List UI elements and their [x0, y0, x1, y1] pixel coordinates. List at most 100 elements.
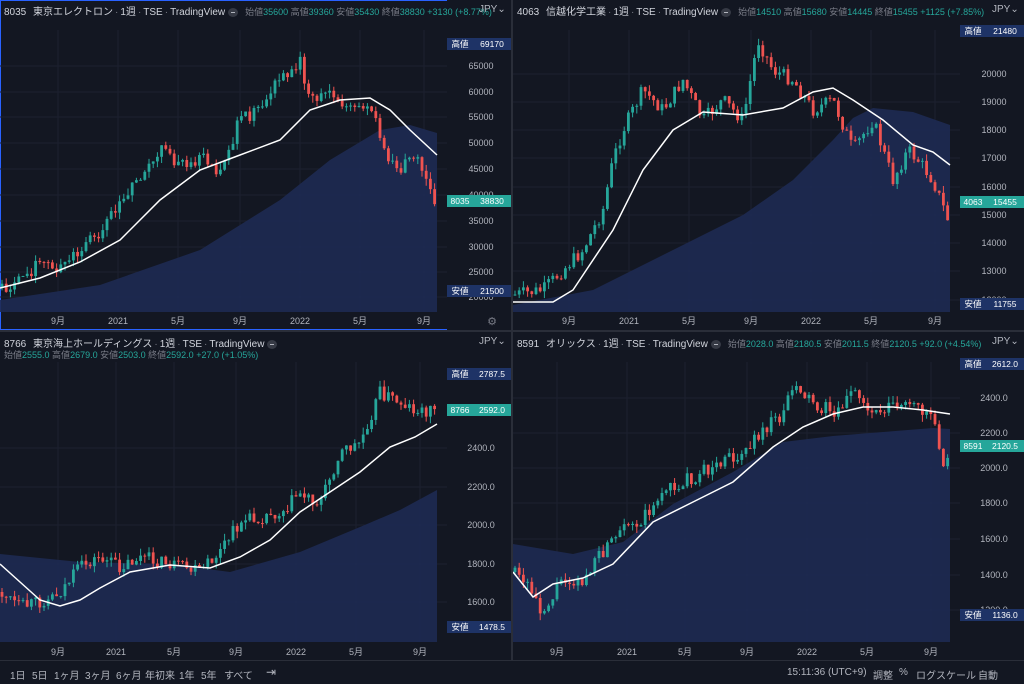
chart-canvas[interactable]: 2400.02200.02000.01800.01600.01400.01200… — [513, 332, 1024, 660]
last-price-tag-value: 15455 — [993, 197, 1017, 207]
time-tick-label: 5月 — [349, 647, 363, 657]
symbol-header[interactable]: 8766 東京海上ホールディングス · 1週 · TSE · TradingView — [4, 335, 280, 350]
symbol-name: 東京海上ホールディングス — [33, 339, 153, 350]
price-axis[interactable]: 20000 19000 18000 17000 16000 15000 14000 13000… — [960, 0, 1024, 330]
currency-dropdown[interactable]: JPY⌄ — [479, 336, 506, 347]
candle-body — [403, 404, 407, 408]
chart-pane-4063[interactable]: 20000 19000 18000 17000 16000 15000 14000 13000… — [513, 0, 1024, 330]
time-axis[interactable]: 9月 2021 5月 9月 2022 5月 9月 — [51, 647, 427, 657]
range-1d[interactable]: 1日 — [10, 671, 26, 682]
time-tick-label: 2022 — [801, 316, 821, 326]
log-scale-button[interactable]: ログスケール — [916, 671, 976, 682]
candle-body — [648, 509, 651, 515]
candle-body — [757, 45, 760, 59]
chart-pane-8035[interactable]: 6500060000550005000045000400003500030000… — [0, 0, 511, 330]
gear-icon[interactable]: ⚙ — [487, 316, 497, 328]
auto-scale-button[interactable]: 自動 — [978, 671, 998, 682]
price-tick-label: 2400.0 — [467, 443, 495, 453]
candle-body — [740, 453, 744, 460]
ohlc-open-value: 35600 — [263, 7, 291, 17]
collapse-icon[interactable] — [267, 339, 278, 349]
candle-body — [895, 402, 899, 408]
time-axis[interactable]: 9月 2021 5月 9月 2022 5月 9月 — [562, 316, 942, 326]
candle-body — [870, 127, 874, 134]
candle-body — [261, 106, 264, 108]
candle-body — [828, 402, 832, 412]
candle-body — [214, 557, 218, 563]
collapse-icon[interactable] — [721, 7, 732, 17]
range-ytd[interactable]: 年初来 — [145, 671, 175, 682]
range-5y[interactable]: 5年 — [201, 671, 217, 682]
range-all[interactable]: すべて — [224, 671, 253, 682]
price-axis[interactable]: 2400.0 2200.0 2000.0 1800.0 1600.0 高値 2787.5 87… — [447, 332, 511, 660]
collapse-icon[interactable] — [228, 7, 239, 17]
chart-canvas[interactable]: 6500060000550005000045000400003500030000… — [0, 0, 511, 330]
price-tick-label: 1800.0 — [467, 559, 495, 569]
candle-body — [277, 80, 281, 82]
pane-divider-horizontal[interactable] — [0, 330, 1024, 332]
time-axis[interactable]: 9月 2021 5月 9月 2022 5月 9月 — [550, 647, 938, 657]
ohlc-close-value: 15455 — [892, 7, 921, 17]
candle-body — [55, 268, 58, 273]
chart-pane-8591[interactable]: 2400.02200.02000.01800.01600.01400.01200… — [513, 332, 1024, 660]
chart-canvas[interactable]: 20000 19000 18000 17000 16000 15000 14000 13000… — [513, 0, 1024, 330]
candle-body — [156, 156, 159, 162]
clock-time[interactable]: 15:11:36 (UTC+9) — [787, 667, 867, 678]
ohlc-low-value: 2011.5 — [841, 339, 872, 349]
separator — [541, 339, 544, 350]
candle-body — [534, 287, 538, 295]
symbol-code: 8035 — [4, 7, 27, 18]
separator: · — [657, 7, 662, 18]
candle-body — [67, 582, 71, 585]
currency-dropdown[interactable]: JPY⌄ — [992, 4, 1019, 15]
time-axis[interactable]: 9月 2021 5月 9月 2022 5月 9月 — [51, 316, 431, 326]
candle-body — [147, 163, 151, 172]
price-axis[interactable]: 6500060000550005000045000400003500030000… — [447, 0, 511, 330]
price-tick-label: 1600.0 — [467, 597, 495, 607]
candle-body — [841, 407, 844, 409]
goto-date-icon[interactable]: ⇥ — [266, 665, 277, 679]
price-axis[interactable]: 2400.02200.02000.01800.01600.01400.01200… — [960, 332, 1024, 660]
currency-dropdown[interactable]: JPY⌄ — [479, 4, 506, 15]
candle-body — [303, 56, 306, 84]
candle-body — [336, 460, 340, 475]
ohlc-change: +1125 (+7.85%) — [920, 7, 985, 17]
range-5d[interactable]: 5日 — [32, 671, 48, 682]
candle-body — [420, 407, 424, 413]
candle-body — [80, 560, 84, 565]
symbol-header[interactable]: 8591 オリックス · 1週 · TSE · TradingView 始値2028.0 高値… — [517, 335, 981, 350]
symbol-header[interactable]: 4063 信越化学工業 · 1週 · TSE · TradingView 始値14510 高値… — [517, 3, 984, 18]
range-1m[interactable]: 1ヶ月 — [54, 671, 80, 682]
last-price-tag: 8035 38830 — [447, 195, 511, 207]
candles — [513, 381, 949, 621]
chart-pane-8766[interactable]: 2400.0 2200.0 2000.0 1800.0 1600.0 高値 2787.5 87… — [0, 332, 511, 660]
candle-body — [181, 159, 184, 162]
candle-body — [424, 407, 428, 417]
percent-button[interactable]: % — [899, 667, 908, 678]
range-6m[interactable]: 6ヶ月 — [116, 671, 142, 682]
candle-body — [715, 462, 718, 468]
currency-dropdown[interactable]: JPY⌄ — [992, 336, 1019, 347]
candle-body — [286, 511, 289, 513]
candle-body — [711, 107, 714, 114]
ohlc-low-value: 14445 — [847, 7, 875, 17]
candle-body — [799, 85, 802, 98]
candle-body — [622, 131, 626, 146]
last-price-tag: 8591 2120.5 — [960, 440, 1024, 452]
candle-body — [408, 157, 411, 160]
range-3m[interactable]: 3ヶ月 — [85, 671, 111, 682]
range-1y[interactable]: 1年 — [179, 671, 195, 682]
collapse-icon[interactable] — [710, 339, 721, 349]
chart-canvas[interactable]: 2400.0 2200.0 2000.0 1800.0 1600.0 高値 2787.5 87… — [0, 332, 511, 660]
symbol-header[interactable]: 8035 東京エレクトロン · 1週 · TSE · TradingView 始値35600 … — [4, 3, 492, 18]
candle-body — [118, 559, 121, 573]
candle-body — [639, 87, 643, 106]
low-price-tag: 安値 11755 — [960, 298, 1024, 310]
low-price-tag: 安値 21500 — [447, 285, 511, 297]
adjust-button[interactable]: 調整 — [873, 671, 893, 682]
candle-body — [185, 561, 189, 568]
candle-body — [610, 538, 613, 543]
last-price-tag-value-bg — [473, 195, 511, 207]
high-price-tag-value: 69170 — [480, 39, 504, 49]
candle-body — [824, 402, 828, 414]
